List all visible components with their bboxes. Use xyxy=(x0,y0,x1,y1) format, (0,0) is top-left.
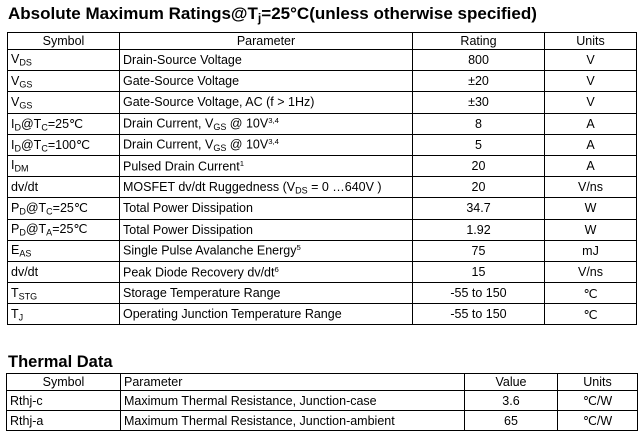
cell-parameter: Drain-Source Voltage xyxy=(119,48,413,72)
cell-symbol: IDM xyxy=(7,154,120,178)
cell-symbol: PD@TA=25℃ xyxy=(7,218,120,241)
table-row: TJ Operating Junction Temperature Range -5… xyxy=(7,303,637,326)
thermal-data-table: Symbol Parameter Value Units Rthj-c Maxim… xyxy=(6,373,638,431)
cell-symbol: dv/dt xyxy=(7,176,120,199)
cell-symbol: TSTG xyxy=(7,282,120,305)
cell-parameter: Total Power Dissipation xyxy=(119,197,413,220)
table-row: VDS Drain-Source Voltage 800 V xyxy=(7,48,637,72)
cell-parameter: Total Power Dissipation xyxy=(119,218,413,241)
cell-symbol: VGS xyxy=(7,91,120,114)
table-header-row: Symbol Parameter Value Units xyxy=(6,373,638,391)
cell-parameter: Gate-Source Voltage xyxy=(119,70,413,93)
table-row: TSTG Storage Temperature Range -55 to 150 ℃ xyxy=(7,282,637,305)
cell-units: ℃/W xyxy=(557,390,638,411)
cell-parameter: Pulsed Drain Current1 xyxy=(119,154,413,178)
cell-rating: 20 xyxy=(412,176,545,199)
table-row: Rthj-c Maximum Thermal Resistance, Juncti… xyxy=(6,390,638,411)
cell-units: V xyxy=(544,48,637,72)
header-parameter: Parameter xyxy=(120,373,465,391)
cell-symbol: VGS xyxy=(7,70,120,93)
cell-units: A xyxy=(544,133,637,156)
table-row: IDM Pulsed Drain Current1 20 A xyxy=(7,154,637,178)
cell-parameter: Operating Junction Temperature Range xyxy=(119,303,413,326)
cell-symbol: TJ xyxy=(7,303,120,326)
table-row: EAS Single Pulse Avalanche Energy5 75 mJ xyxy=(7,239,637,262)
cell-rating: 5 xyxy=(412,133,545,156)
thermal-title: Thermal Data xyxy=(8,353,113,371)
cell-rating: ±20 xyxy=(412,70,545,93)
table-row: VGS Gate-Source Voltage ±20 V xyxy=(7,70,637,93)
cell-symbol: dv/dt xyxy=(7,260,120,284)
cell-units: W xyxy=(544,197,637,220)
cell-units: V xyxy=(544,91,637,114)
cell-units: ℃ xyxy=(544,303,637,326)
cell-rating: -55 to 150 xyxy=(412,303,545,326)
cell-parameter: Maximum Thermal Resistance, Junction-amb… xyxy=(120,410,465,431)
cell-symbol: PD@TC=25℃ xyxy=(7,197,120,220)
absolute-maximum-ratings-table: Symbol Parameter Rating Units VDS Drain-S… xyxy=(7,32,637,326)
cell-symbol: ID@TC=25℃ xyxy=(7,112,120,135)
cell-value: 65 xyxy=(464,410,558,431)
header-units: Units xyxy=(544,32,637,50)
cell-units: V/ns xyxy=(544,260,637,284)
cell-symbol: ID@TC=100℃ xyxy=(7,133,120,156)
table-row: Rthj-a Maximum Thermal Resistance, Juncti… xyxy=(6,410,638,431)
cell-units: ℃ xyxy=(544,282,637,305)
cell-rating: 800 xyxy=(412,48,545,72)
table-row: VGS Gate-Source Voltage, AC (f > 1Hz) ±30 V xyxy=(7,91,637,114)
table-row: PD@TC=25℃ Total Power Dissipation 34.7 W xyxy=(7,197,637,220)
cell-rating: 15 xyxy=(412,260,545,284)
cell-units: V/ns xyxy=(544,176,637,199)
cell-units: W xyxy=(544,218,637,241)
header-units: Units xyxy=(557,373,638,391)
header-parameter: Parameter xyxy=(119,32,413,50)
table-row: PD@TA=25℃ Total Power Dissipation 1.92 W xyxy=(7,218,637,241)
cell-parameter: Single Pulse Avalanche Energy5 xyxy=(119,239,413,262)
cell-units: V xyxy=(544,70,637,93)
cell-parameter: MOSFET dv/dt Ruggedness (VDS = 0 …640V ) xyxy=(119,176,413,199)
cell-rating: 34.7 xyxy=(412,197,545,220)
cell-symbol: VDS xyxy=(7,48,120,72)
cell-symbol: EAS xyxy=(7,239,120,262)
header-value: Value xyxy=(464,373,558,391)
table-row: dv/dt Peak Diode Recovery dv/dt6 15 V/ns xyxy=(7,260,637,284)
cell-symbol: Rthj-a xyxy=(6,410,121,431)
table-row: ID@TC=100℃ Drain Current, VGS @ 10V3,4 5 A xyxy=(7,133,637,156)
ratings-title: Absolute Maximum Ratings@Tj=25°C(unless … xyxy=(8,4,537,26)
cell-units: A xyxy=(544,112,637,135)
cell-parameter: Gate-Source Voltage, AC (f > 1Hz) xyxy=(119,91,413,114)
cell-rating: 1.92 xyxy=(412,218,545,241)
table-header-row: Symbol Parameter Rating Units xyxy=(7,32,637,50)
cell-parameter: Storage Temperature Range xyxy=(119,282,413,305)
cell-parameter: Drain Current, VGS @ 10V3,4 xyxy=(119,133,413,156)
header-symbol: Symbol xyxy=(7,32,120,50)
cell-rating: ±30 xyxy=(412,91,545,114)
cell-parameter: Peak Diode Recovery dv/dt6 xyxy=(119,260,413,284)
cell-parameter: Maximum Thermal Resistance, Junction-cas… xyxy=(120,390,465,411)
cell-parameter: Drain Current, VGS @ 10V3,4 xyxy=(119,112,413,135)
table-row: ID@TC=25℃ Drain Current, VGS @ 10V3,4 8 A xyxy=(7,112,637,135)
header-rating: Rating xyxy=(412,32,545,50)
cell-units: ℃/W xyxy=(557,410,638,431)
cell-rating: 8 xyxy=(412,112,545,135)
cell-symbol: Rthj-c xyxy=(6,390,121,411)
cell-value: 3.6 xyxy=(464,390,558,411)
cell-rating: -55 to 150 xyxy=(412,282,545,305)
header-symbol: Symbol xyxy=(6,373,121,391)
cell-rating: 75 xyxy=(412,239,545,262)
cell-units: mJ xyxy=(544,239,637,262)
table-row: dv/dt MOSFET dv/dt Ruggedness (VDS = 0 …6… xyxy=(7,176,637,199)
cell-rating: 20 xyxy=(412,154,545,178)
cell-units: A xyxy=(544,154,637,178)
